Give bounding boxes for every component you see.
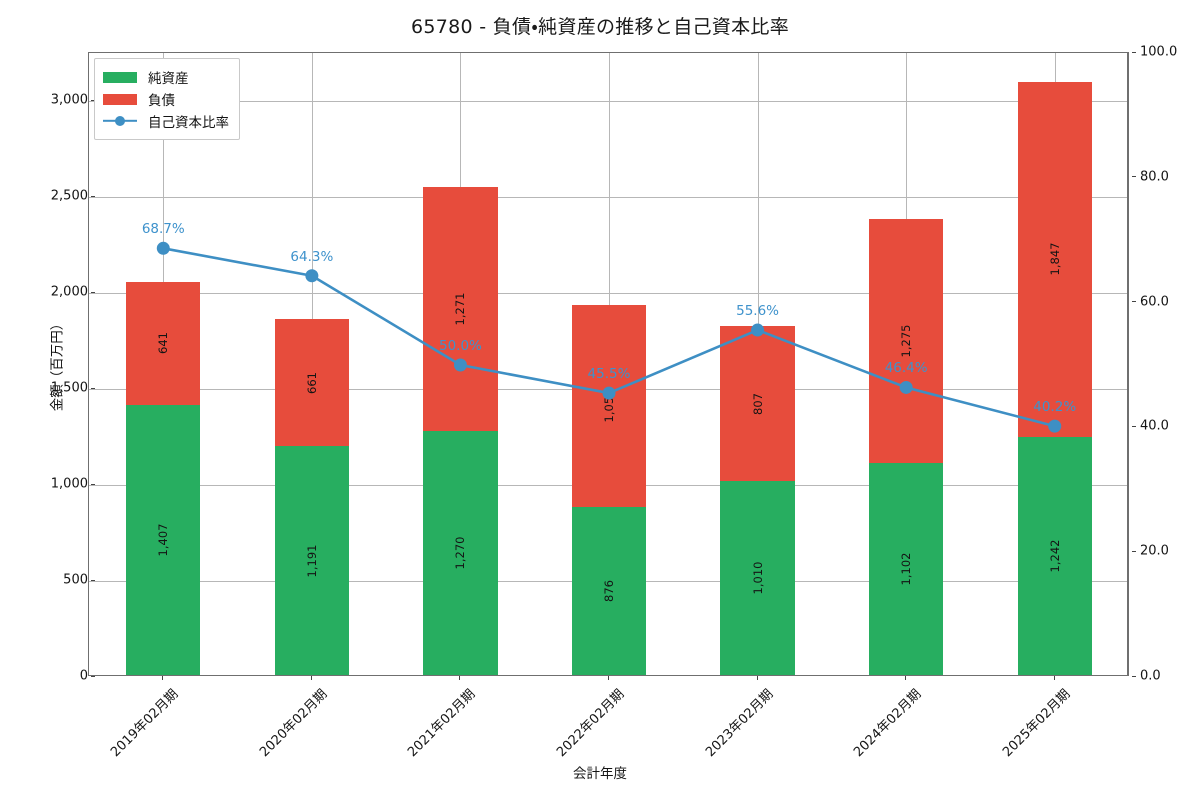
bar-segment-liabilities[interactable]: 1,847: [1017, 81, 1092, 437]
bar-segment-equity[interactable]: 1,010: [720, 481, 795, 675]
bar-segment-liabilities[interactable]: 807: [720, 326, 795, 482]
y-tick-label-primary: 1,500: [51, 381, 95, 396]
y-tick-mark-secondary: [1132, 51, 1136, 53]
y-tick-label-primary: 0: [80, 669, 95, 684]
y-tick-mark-primary: [91, 579, 95, 581]
y-tick-mark-secondary: [1132, 425, 1136, 427]
ratio-labels-layer: 68.7% 64.3% 50.0% 45.5% 55.6% 46.4% 40.2%: [89, 53, 1127, 675]
y-tick-mark-secondary: [1132, 675, 1136, 677]
y-tick-label-primary: 3,000: [51, 93, 95, 108]
x-tick-label: 2024年02月期: [851, 686, 925, 761]
y-tick-label-secondary: 0.0: [1132, 669, 1161, 684]
y-tick-label-primary: 2,500: [51, 189, 95, 204]
ratio-point-marker[interactable]: [899, 380, 913, 394]
ratio-line-layer: [89, 53, 1127, 675]
bar-segment-liabilities[interactable]: 661: [274, 319, 349, 447]
x-tick-mark: [756, 676, 758, 680]
y-tick-mark-primary: [91, 387, 95, 389]
y-tick-mark-secondary: [1132, 301, 1136, 303]
y-tick-mark-secondary: [1132, 550, 1136, 552]
bar-segment-liabilities[interactable]: 1,275: [869, 218, 944, 464]
bar-group[interactable]: 1,191 661: [274, 51, 349, 675]
bar-group[interactable]: 1,010 807: [720, 51, 795, 675]
x-tick-mark: [162, 676, 164, 680]
bar-group[interactable]: 1,407 641: [126, 51, 201, 675]
y-tick-label-secondary: 20.0: [1132, 544, 1169, 559]
bar-segment-equity[interactable]: 1,102: [869, 463, 944, 675]
ratio-value-label: 50.0%: [438, 338, 482, 354]
ratio-value-label: 64.3%: [290, 248, 334, 265]
bar-segment-equity[interactable]: 1,407: [126, 404, 201, 675]
x-tick-mark: [310, 676, 312, 680]
y-tick-mark-primary: [91, 483, 95, 485]
y-tick-label-secondary: 60.0: [1132, 294, 1169, 309]
legend-marker-equity-ratio: [103, 114, 137, 128]
ratio-point-marker[interactable]: [1048, 419, 1062, 433]
x-tick-mark: [905, 676, 907, 680]
ratio-value-label: 68.7%: [141, 221, 185, 238]
x-tick-label: 2020年02月期: [256, 686, 331, 761]
legend-item-equity[interactable]: 純資産: [103, 66, 229, 88]
gridline-horizontal: [89, 293, 1127, 294]
right-axis-spine: [1128, 52, 1129, 676]
bar-segment-equity[interactable]: 876: [571, 506, 647, 675]
bars-layer: 1,407 641 1,191 661 1,270 1,271 876 1,053 1,010 8…: [89, 53, 1127, 675]
legend-label-liabilities: 負債: [148, 93, 175, 109]
legend-item-liabilities[interactable]: 負債: [103, 88, 229, 110]
x-tick-label: 2019年02月期: [108, 686, 182, 761]
y-tick-mark-primary: [91, 675, 95, 677]
gridline-horizontal: [89, 101, 1127, 102]
legend-label-equity: 純資産: [148, 71, 189, 87]
ratio-value-label: 40.2%: [1033, 399, 1077, 416]
x-tick-label: 2021年02月期: [405, 686, 479, 761]
y-tick-mark-primary: [91, 99, 95, 101]
legend-label-equity-ratio: 自己資本比率: [148, 115, 229, 131]
bar-segment-equity[interactable]: 1,191: [274, 446, 349, 675]
y-tick-label-primary: 2,000: [51, 285, 95, 300]
legend-swatch-equity: [103, 71, 137, 83]
bar-segment-liabilities[interactable]: 1,271: [423, 187, 498, 432]
y-tick-label-secondary: 80.0: [1132, 169, 1169, 184]
y-axis-label-primary: 金額（百万円）: [49, 316, 66, 412]
bar-segment-liabilities[interactable]: 1,053: [571, 304, 647, 507]
x-tick-label: 2023年02月期: [702, 686, 776, 761]
ratio-point-marker[interactable]: [305, 269, 319, 283]
x-tick-label: 2022年02月期: [554, 686, 628, 761]
chart-title: 65780 - 負債・純資産の推移と自己資本比率: [410, 16, 790, 38]
y-tick-label-primary: 1,000: [51, 477, 95, 492]
chart-legend: 純資産 負債 自己資本比率: [94, 58, 240, 140]
bar-group[interactable]: 1,242 1,847: [1017, 51, 1092, 675]
ratio-point-marker[interactable]: [751, 323, 765, 337]
bar-segment-equity[interactable]: 1,270: [423, 431, 498, 675]
x-axis-label: 会計年度: [573, 766, 627, 782]
ratio-value-label: 55.6%: [736, 303, 780, 320]
x-tick-mark: [459, 676, 461, 680]
plot-area: 1,407 641 1,191 661 1,270 1,271 876 1,053 1,010 8…: [88, 52, 1128, 676]
x-tick-mark: [1053, 676, 1055, 680]
legend-item-equity-ratio[interactable]: 自己資本比率: [103, 110, 229, 132]
y-tick-label-primary: 500: [63, 573, 95, 588]
y-tick-mark-secondary: [1132, 176, 1136, 178]
bar-segment-liabilities[interactable]: 641: [126, 281, 201, 405]
x-tick-mark: [608, 676, 609, 680]
ratio-value-label: 45.5%: [587, 366, 631, 383]
gridline-horizontal: [89, 197, 1127, 198]
y-tick-label-secondary: 100.0: [1132, 45, 1177, 60]
ratio-point-marker[interactable]: [602, 386, 616, 400]
ratio-value-label: 46.4%: [884, 360, 928, 377]
y-tick-mark-primary: [91, 291, 95, 293]
y-tick-mark-primary: [91, 195, 95, 197]
ratio-point-marker[interactable]: [453, 358, 467, 372]
ratio-line-svg: [156, 241, 1062, 433]
bar-group[interactable]: 1,102 1,275: [869, 51, 944, 675]
y-tick-label-secondary: 40.0: [1132, 419, 1169, 434]
ratio-point-marker[interactable]: [156, 241, 170, 255]
x-tick-label: 2025年02月期: [999, 686, 1074, 761]
bar-segment-equity[interactable]: 1,242: [1017, 436, 1092, 675]
bar-group[interactable]: 876 1,053: [571, 51, 647, 675]
bar-group[interactable]: 1,270 1,271: [423, 51, 498, 675]
legend-swatch-liabilities: [103, 93, 137, 105]
